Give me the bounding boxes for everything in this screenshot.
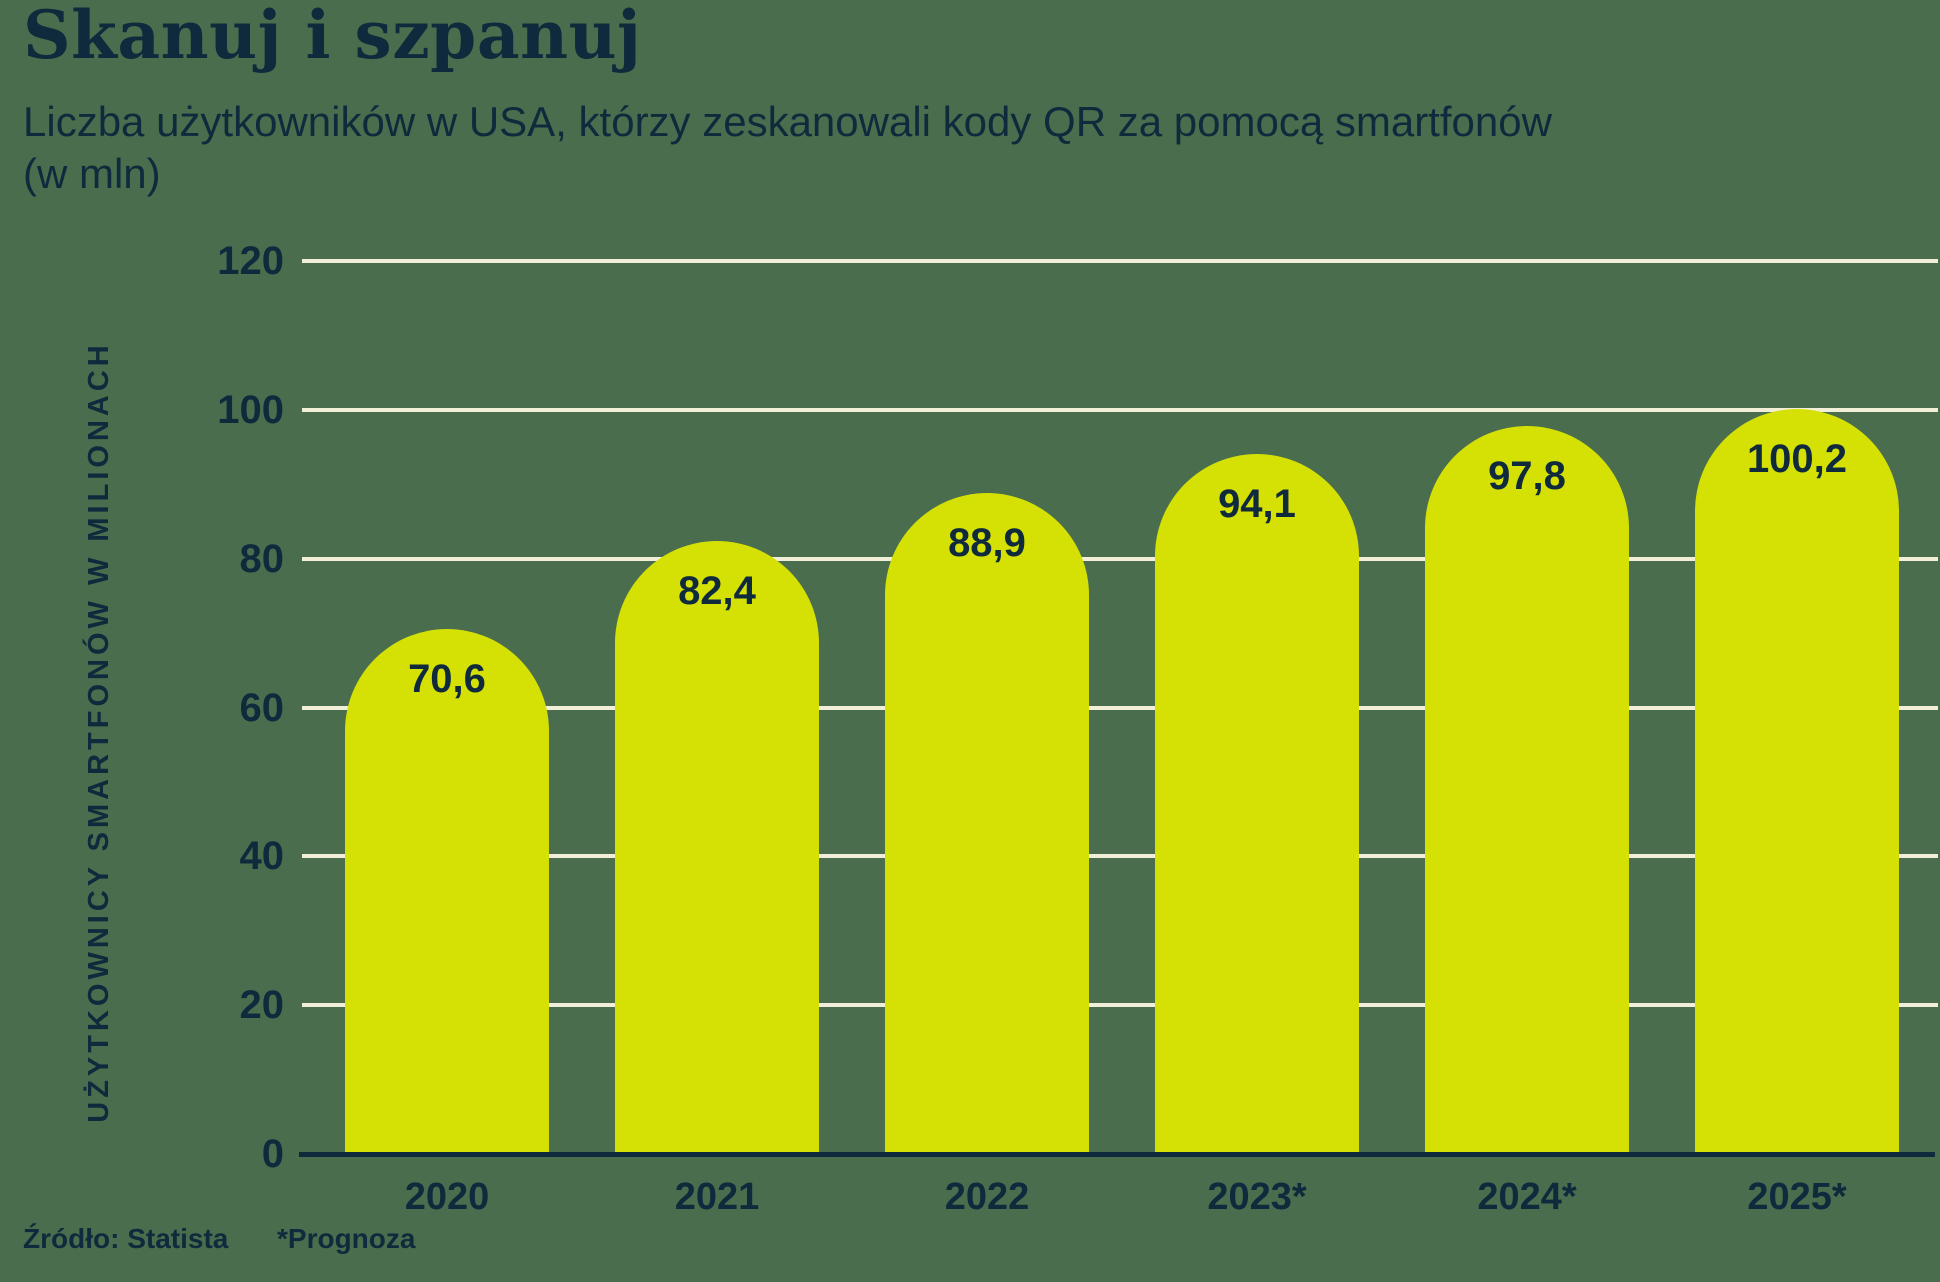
- bar-value-label: 82,4: [678, 569, 756, 613]
- chart-title: Skanuj i szpanuj: [23, 0, 642, 74]
- x-axis-line: [299, 1152, 1935, 1157]
- x-tick-label: 2025*: [1747, 1176, 1847, 1218]
- source-text: Źródło: Statista: [23, 1223, 229, 1254]
- bar-value-label: 97,8: [1488, 454, 1566, 498]
- y-tick-label: 40: [239, 834, 285, 879]
- chart-subtitle: Liczba użytkowników w USA, którzy zeskan…: [23, 96, 1552, 200]
- y-tick-label: 100: [217, 388, 284, 432]
- y-tick-label: 60: [239, 685, 285, 730]
- bar: 94,1: [1155, 454, 1359, 1154]
- bar: 88,9: [885, 493, 1089, 1154]
- chart-subtitle-line1: Liczba użytkowników w USA, którzy zeskan…: [23, 98, 1552, 145]
- bar: 82,4: [615, 541, 819, 1154]
- y-tick-label: 0: [261, 1132, 284, 1176]
- bar-value-label: 88,9: [948, 521, 1026, 565]
- bar: 100,2: [1695, 409, 1899, 1154]
- chart-subtitle-line2: (w mln): [23, 150, 161, 197]
- forecast-footnote-text: *Prognoza: [277, 1223, 416, 1254]
- bar-value-label: 100,2: [1746, 437, 1848, 481]
- x-tick-label: 2023*: [1207, 1176, 1307, 1218]
- gridline: [302, 705, 1938, 710]
- y-tick-label: 120: [217, 239, 284, 284]
- gridline: [302, 1003, 1938, 1008]
- chart-footer: Źródło: Statista *Prognoza: [0, 1222, 1940, 1262]
- x-tick-label: 2021: [674, 1176, 760, 1218]
- x-tick-label: 2024*: [1477, 1176, 1577, 1218]
- x-tick-label: 2020: [404, 1176, 490, 1218]
- y-tick-label: 20: [239, 983, 285, 1028]
- bar-value-label: 70,6: [408, 657, 486, 701]
- gridline: [302, 854, 1938, 859]
- gridline: [302, 556, 1938, 561]
- gridline: [302, 408, 1938, 412]
- gridline: [302, 259, 1938, 264]
- bar: 97,8: [1425, 426, 1629, 1154]
- x-tick-label: 2022: [944, 1176, 1030, 1218]
- bar: 70,6: [345, 629, 549, 1154]
- y-tick-label: 80: [239, 536, 285, 581]
- bar-value-label: 94,1: [1218, 482, 1296, 526]
